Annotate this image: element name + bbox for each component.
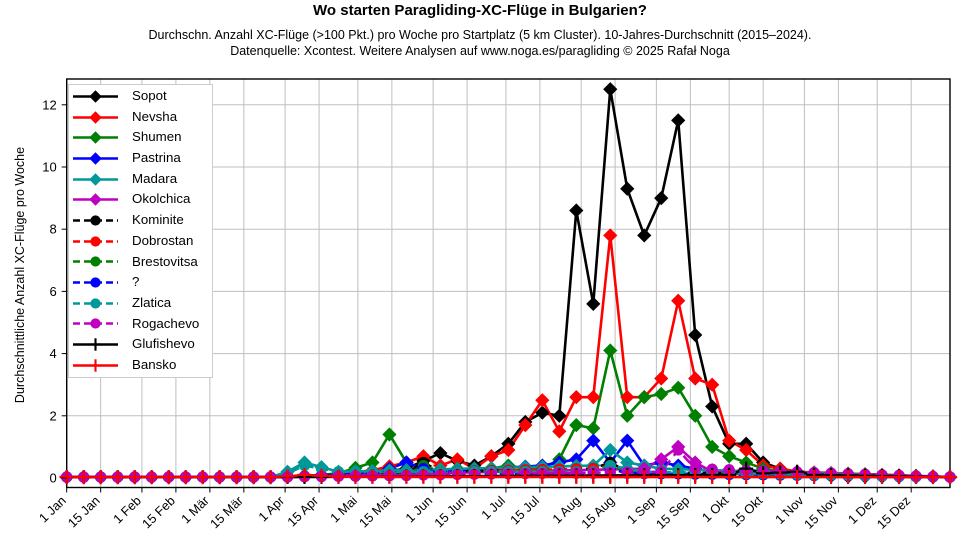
svg-text:15 Apr: 15 Apr (284, 492, 322, 529)
svg-text:15 Mai: 15 Mai (356, 493, 394, 530)
svg-text:1 Jul: 1 Jul (478, 493, 508, 523)
svg-text:10: 10 (42, 160, 56, 175)
svg-text:6: 6 (49, 284, 56, 299)
svg-text:12: 12 (42, 97, 56, 112)
svg-text:15 Jun: 15 Jun (431, 493, 469, 530)
svg-text:8: 8 (49, 222, 56, 237)
svg-text:15 Okt: 15 Okt (728, 493, 766, 530)
svg-text:15 Dez: 15 Dez (874, 493, 914, 532)
svg-text:4: 4 (49, 346, 56, 361)
svg-text:1 Jan: 1 Jan (36, 493, 69, 526)
svg-text:1 Jun: 1 Jun (402, 493, 435, 526)
svg-text:1 Okt: 1 Okt (699, 493, 732, 525)
svg-text:15 Nov: 15 Nov (801, 492, 841, 531)
svg-text:15 Sep: 15 Sep (653, 493, 693, 532)
svg-text:1 Apr: 1 Apr (255, 492, 287, 524)
svg-text:15 Aug: 15 Aug (578, 493, 617, 531)
svg-text:2: 2 (49, 408, 56, 423)
svg-text:15 Jul: 15 Jul (507, 493, 542, 528)
svg-text:15 Feb: 15 Feb (139, 493, 178, 531)
svg-text:15 Mär: 15 Mär (207, 492, 247, 531)
svg-text:0: 0 (49, 471, 56, 486)
svg-text:15 Jan: 15 Jan (65, 493, 103, 530)
svg-text:1 Mai: 1 Mai (327, 493, 360, 526)
